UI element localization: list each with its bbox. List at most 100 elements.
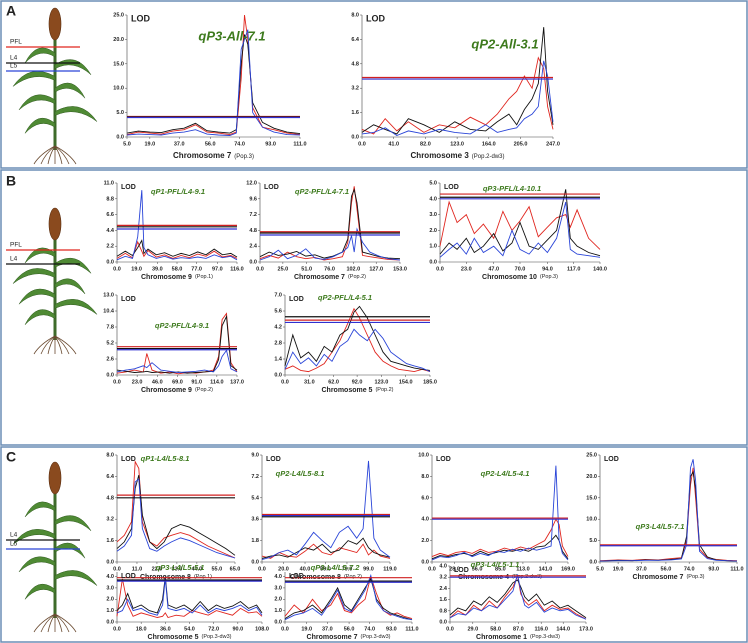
qtl-annotation: qP2-PFL/L4-5.1 (318, 293, 372, 302)
y-axis-label: LOD (289, 573, 304, 580)
y-axis-label: LOD (444, 184, 459, 191)
level-label: L4 (10, 532, 18, 539)
x-tick-label: 39.0 (152, 266, 163, 272)
x-tick-label: 111.0 (293, 141, 306, 147)
lod-curve (439, 189, 601, 257)
x-tick-label: 18.0 (136, 626, 147, 632)
lod-curve (449, 574, 587, 620)
x-tick-label: 117.0 (567, 266, 580, 272)
x-tick-label: 0.0 (113, 566, 121, 572)
lod-curve (284, 573, 413, 621)
y-tick-label: 7.2 (249, 212, 257, 218)
y-tick-label: 0.0 (274, 619, 282, 625)
lod-curve (361, 60, 554, 137)
y-tick-label: 6.4 (106, 474, 115, 480)
root (33, 613, 56, 633)
x-tick-label: 56.0 (344, 626, 355, 632)
level-label: PFL (10, 242, 22, 249)
x-tick-label: 74.0 (364, 626, 375, 632)
lod-curve (116, 190, 238, 261)
y-tick-label: 8.8 (106, 196, 114, 202)
x-tick-label: 111.0 (730, 566, 743, 572)
y-axis-label: LOD (121, 296, 136, 303)
x-tick-label: 46.0 (152, 379, 163, 385)
leaf (54, 59, 92, 75)
y-tick-label: 15.0 (113, 61, 124, 67)
root (54, 335, 63, 355)
root (54, 613, 77, 633)
root (33, 145, 56, 165)
y-tick-label: 9.0 (251, 452, 259, 458)
x-tick-label: 93.0 (386, 626, 397, 632)
y-tick-label: 5.0 (116, 110, 124, 116)
y-tick-label: 0.0 (106, 619, 114, 625)
qtl-annotation: qP3-PFL/L4-10.1 (483, 184, 541, 193)
x-tick-label: 56.0 (472, 566, 483, 572)
qtl-annotation: qP3-L4/L5-7.2 (311, 563, 361, 572)
root (54, 613, 70, 633)
chromosome: Chromosome 9 (141, 387, 192, 394)
x-axis-label: Chromosome 5 (Pop.2) (321, 387, 393, 394)
lod-curve (116, 239, 238, 258)
x-tick-label: 74.0 (234, 141, 245, 147)
y-tick-label: 0.0 (439, 619, 447, 625)
y-tick-label: 0.0 (106, 559, 114, 565)
x-axis-label: Chromosome 9 (Pop.2) (141, 387, 213, 394)
x-tick-label: 36.0 (160, 626, 171, 632)
x-tick-label: 51.0 (301, 266, 312, 272)
lod-curve (116, 578, 263, 619)
x-tick-label: 23.0 (132, 379, 143, 385)
leaf (54, 542, 86, 559)
x-tick-label: 0.0 (281, 379, 289, 385)
lod-curve (284, 577, 413, 621)
level-label: L4 (10, 55, 18, 62)
x-tick-label: 5.0 (596, 566, 604, 572)
x-tick-label: 205.0 (514, 141, 528, 147)
x-tick-label: 119.0 (383, 566, 396, 572)
x-tick-label: 0.0 (258, 566, 266, 572)
x-tick-label: 0.0 (281, 626, 289, 632)
leaf (18, 556, 56, 573)
x-tick-label: 92.0 (352, 379, 363, 385)
root (54, 145, 70, 165)
y-tick-label: 6.4 (351, 37, 360, 43)
qtl-annotation: qP1-L4/L5-8.1 (141, 454, 190, 463)
x-tick-label: 127.0 (369, 266, 383, 272)
population: (Pop.2-dw3) (472, 154, 505, 160)
leaf (24, 583, 56, 600)
population: (Pop.3-dw3) (202, 634, 232, 640)
x-tick-label: 0.0 (113, 379, 121, 385)
y-tick-label: 1.0 (274, 608, 282, 614)
x-tick-label: 69.0 (172, 379, 183, 385)
y-tick-label: 4.0 (421, 517, 429, 523)
y-axis-label: LOD (266, 456, 281, 463)
root (54, 613, 63, 633)
x-tick-label: 31.0 (304, 379, 315, 385)
chromosome: Chromosome 7 (307, 634, 358, 641)
qtl-annotation: qP2-PFL/L4-7.1 (295, 187, 349, 196)
x-axis-label: Chromosome 7 (Pop.3) (173, 151, 254, 160)
qtl-annotation: qP3-L4/L5-5.1 (156, 563, 205, 572)
x-tick-label: 123.0 (450, 141, 464, 147)
y-tick-label: 2.0 (106, 597, 114, 603)
population: (Pop.3-dw3) (361, 634, 391, 640)
y-tick-label: 4.4 (106, 228, 115, 234)
x-tick-label: 77.0 (191, 266, 202, 272)
x-tick-label: 140.0 (593, 266, 607, 272)
x-tick-label: 70.0 (515, 266, 526, 272)
level-label: PFL (10, 39, 22, 46)
panel-frame (0, 0, 748, 169)
y-tick-label: 4.8 (106, 495, 114, 501)
level-label: L5 (10, 63, 18, 70)
plant (12, 7, 98, 165)
y-tick-label: 4.0 (274, 574, 282, 580)
y-tick-label: 0.0 (351, 134, 359, 140)
x-tick-label: 141.0 (539, 566, 553, 572)
y-tick-label: 5.6 (274, 308, 282, 314)
leaf (54, 299, 98, 315)
x-tick-label: 99.0 (363, 566, 374, 572)
y-tick-label: 4.0 (429, 196, 437, 202)
leaf (54, 570, 98, 586)
chromosome: Chromosome 1 (476, 634, 527, 641)
